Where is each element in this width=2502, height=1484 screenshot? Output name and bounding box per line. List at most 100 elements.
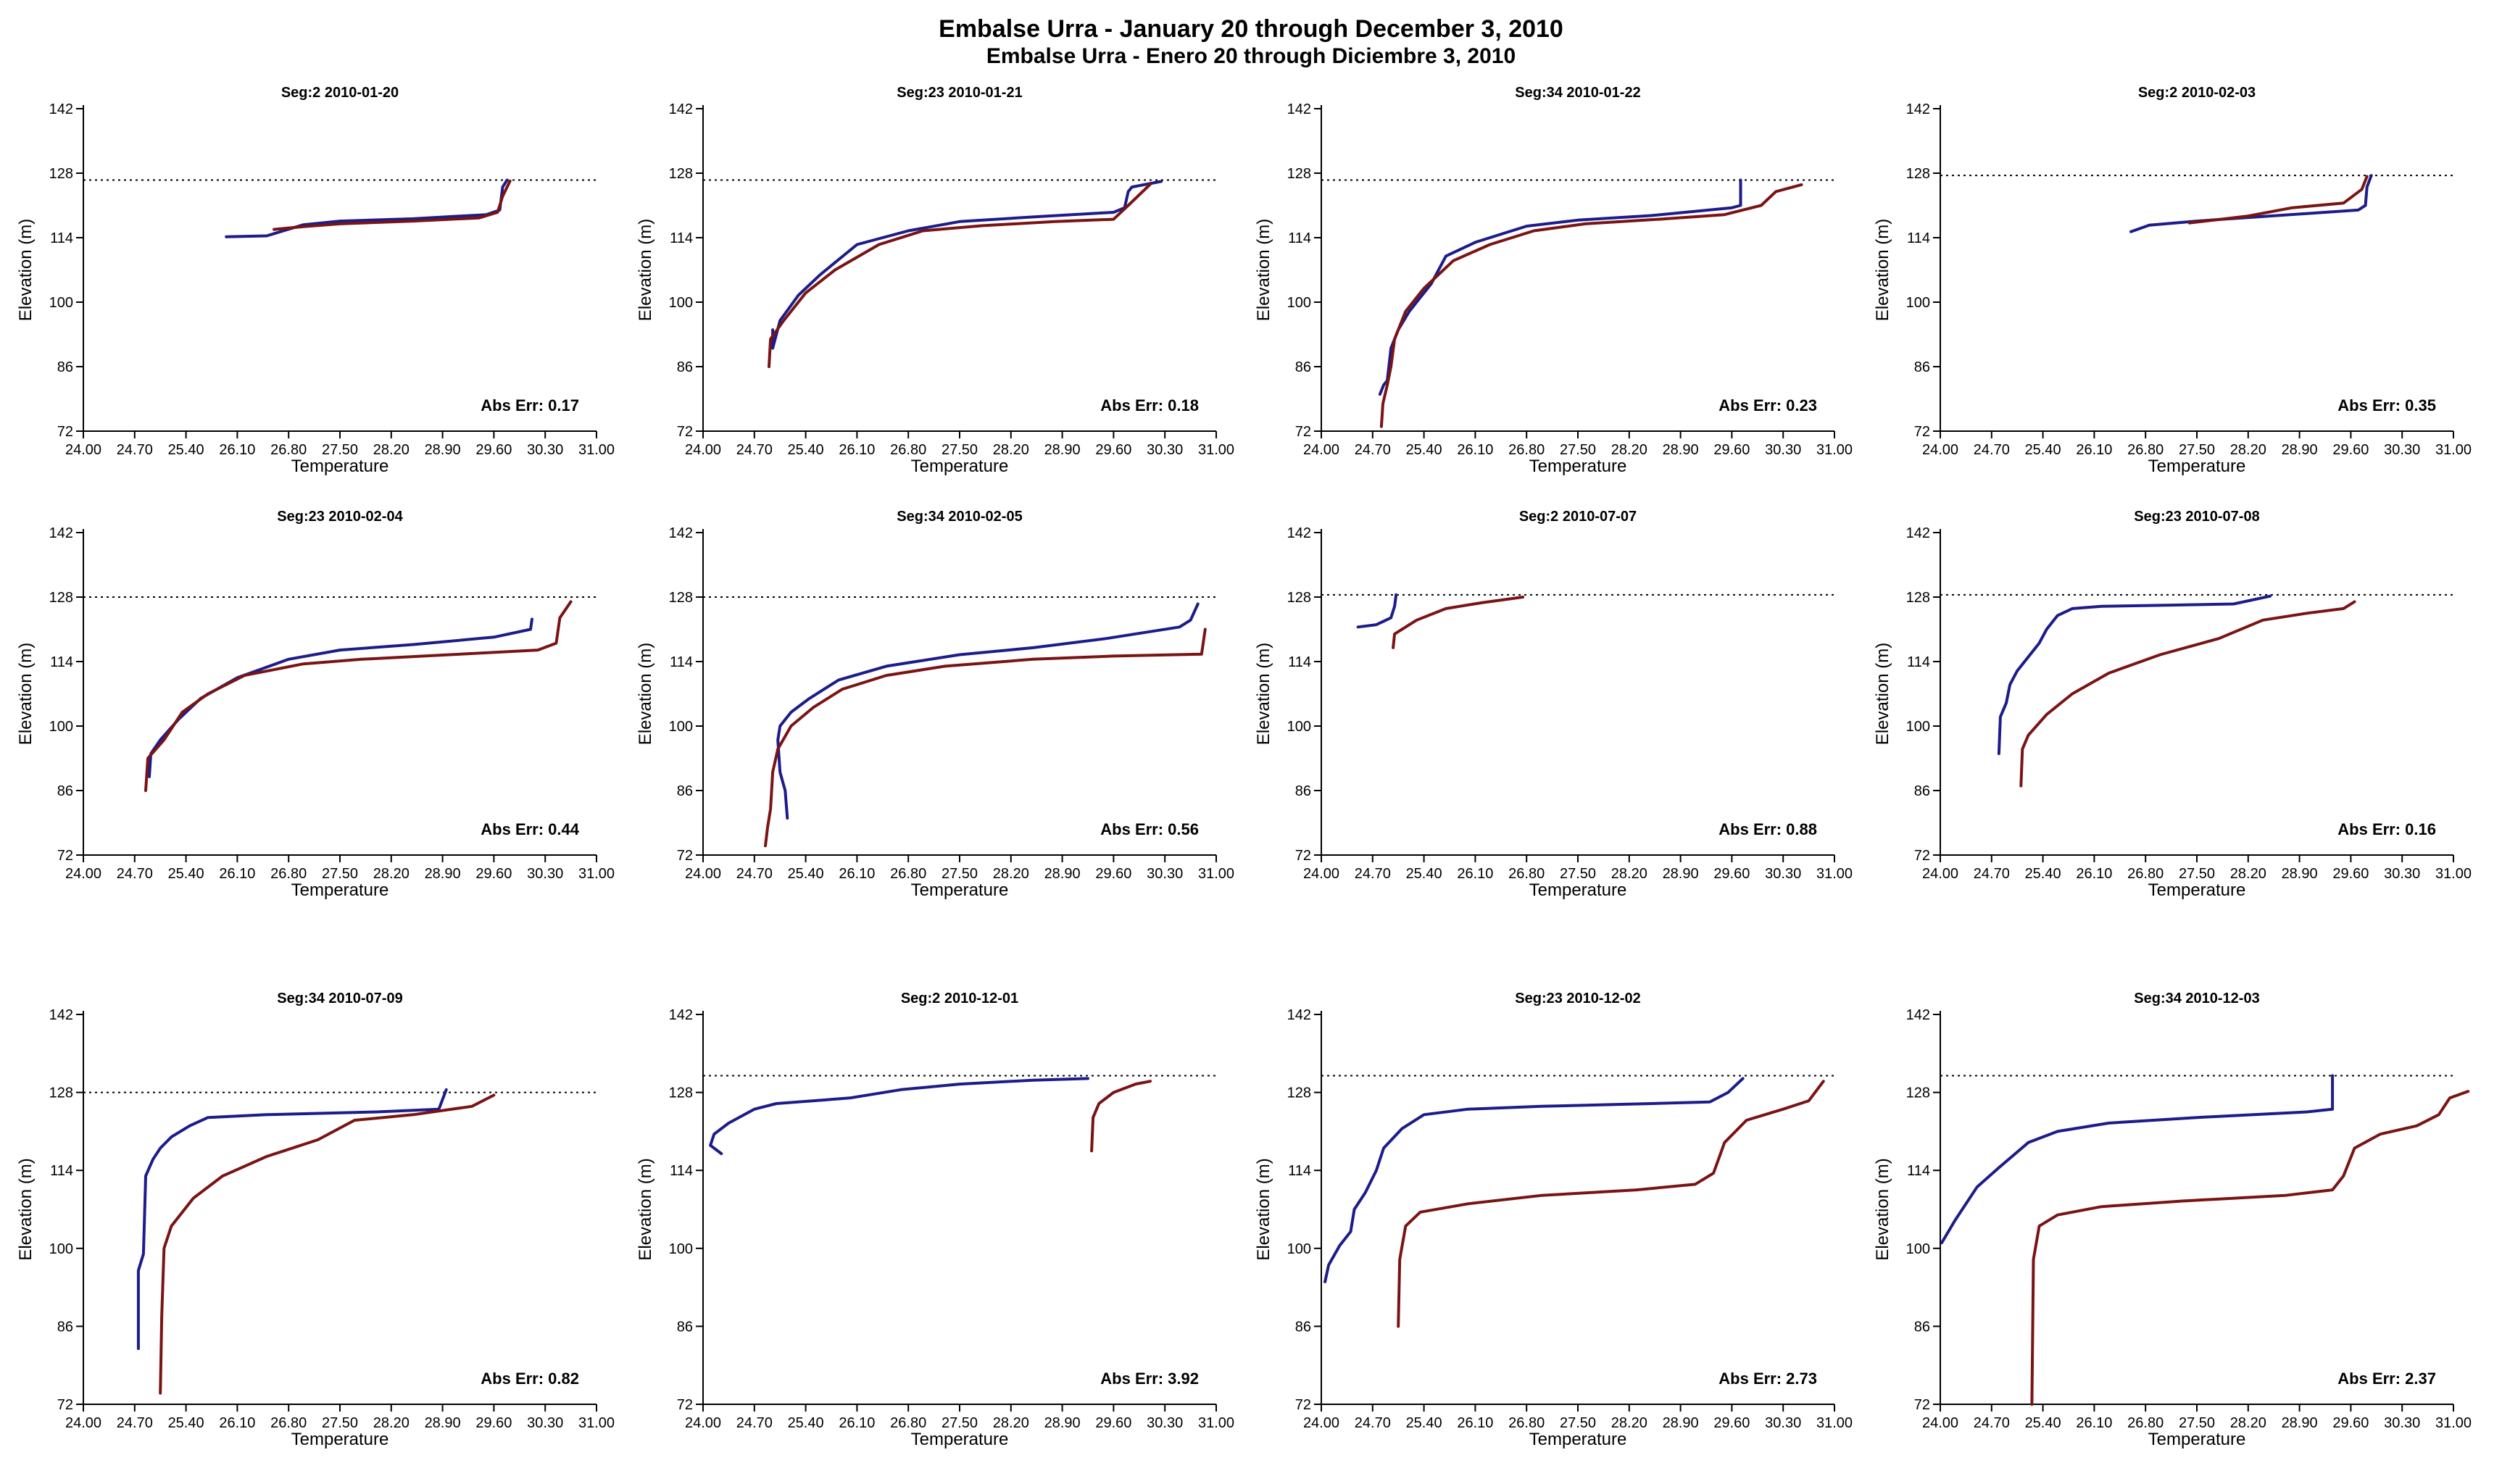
x-tick-label: 29.60 <box>2332 866 2369 882</box>
y-tick-label: 72 <box>1295 1397 1311 1413</box>
y-axis-label: Elevation (m) <box>1254 219 1273 321</box>
y-tick-label: 86 <box>57 359 73 375</box>
y-axis-label: Elevation (m) <box>16 643 36 745</box>
observed-series-line <box>225 178 509 238</box>
observed-series-line <box>1940 1074 2335 1245</box>
x-tick-label: 28.90 <box>2282 1415 2318 1431</box>
x-tick-label: 29.60 <box>1095 442 1131 458</box>
x-tick-label: 30.30 <box>2384 1415 2420 1431</box>
figure-subtitle: Embalse Urra - Enero 20 through Diciembr… <box>986 44 1516 68</box>
x-tick-label: 24.00 <box>685 866 721 882</box>
chart-title: Seg:34 2010-12-03 <box>2134 991 2259 1006</box>
x-axis-label: Temperature <box>1529 457 1627 476</box>
x-tick-label: 30.30 <box>1147 866 1183 882</box>
y-tick-label: 100 <box>49 1241 73 1257</box>
y-tick-label: 142 <box>49 101 73 117</box>
x-tick-label: 24.70 <box>736 1415 773 1431</box>
y-tick-label: 142 <box>669 101 693 117</box>
simulated-series-line <box>1397 1080 1825 1328</box>
y-tick-label: 114 <box>50 230 73 246</box>
x-tick-label: 29.60 <box>475 866 512 882</box>
x-tick-label: 24.70 <box>1355 866 1391 882</box>
simulated-series-line <box>768 183 1152 368</box>
x-tick-label: 24.00 <box>685 1415 721 1431</box>
y-tick-label: 100 <box>49 719 73 735</box>
x-tick-label: 26.80 <box>1508 442 1545 458</box>
x-tick-label: 24.00 <box>685 442 721 458</box>
x-tick-label: 24.00 <box>1303 1415 1339 1431</box>
chart-title: Seg:2 2010-01-20 <box>281 85 399 101</box>
y-axis-label: Elevation (m) <box>1873 643 1892 745</box>
simulated-series-line <box>2019 600 2356 788</box>
y-tick-label: 128 <box>1287 590 1311 606</box>
x-tick-label: 24.00 <box>1303 866 1339 882</box>
y-tick-label: 128 <box>669 166 693 182</box>
x-axis-label: Temperature <box>2148 457 2246 476</box>
y-tick-label: 86 <box>57 783 73 799</box>
abs-err-label: Abs Err: 0.18 <box>1100 396 1199 414</box>
y-axis-label: Elevation (m) <box>636 219 655 321</box>
observed-series-line <box>136 1088 448 1351</box>
x-tick-label: 28.20 <box>2230 442 2266 458</box>
x-tick-label: 25.40 <box>1406 442 1442 458</box>
y-tick-label: 114 <box>1288 1163 1311 1179</box>
y-tick-label: 100 <box>1906 295 1930 311</box>
observed-series-line <box>1323 1077 1745 1283</box>
y-tick-label: 128 <box>1906 1085 1930 1101</box>
x-tick-label: 28.90 <box>1663 442 1699 458</box>
y-tick-label: 142 <box>1287 525 1311 541</box>
x-tick-label: 24.70 <box>1974 866 2010 882</box>
x-tick-label: 29.60 <box>1713 866 1750 882</box>
simulated-series-line <box>1392 596 1525 649</box>
x-axis-label: Temperature <box>291 1430 389 1449</box>
y-tick-label: 114 <box>670 654 693 670</box>
x-tick-label: 26.80 <box>270 866 307 882</box>
abs-err-label: Abs Err: 0.88 <box>1718 820 1817 838</box>
y-axis-label: Elevation (m) <box>636 1158 655 1260</box>
x-tick-label: 24.70 <box>736 442 773 458</box>
y-tick-label: 72 <box>1295 424 1311 440</box>
y-tick-label: 100 <box>669 295 693 311</box>
abs-err-label: Abs Err: 0.44 <box>481 820 579 838</box>
y-tick-label: 72 <box>1914 848 1930 864</box>
x-tick-label: 31.00 <box>578 1415 615 1431</box>
figure-title: Embalse Urra - January 20 through Decemb… <box>939 15 1563 43</box>
y-tick-label: 86 <box>1295 783 1311 799</box>
y-tick-label: 72 <box>1295 848 1311 864</box>
chart-panel: Seg:34 2010-02-05 72 86 100 114 128 142 24.00 24… <box>636 509 1234 900</box>
observed-series-line <box>2129 174 2373 233</box>
x-tick-label: 27.50 <box>1560 866 1596 882</box>
y-tick-label: 72 <box>677 424 693 440</box>
chart-title: Seg:2 2010-07-07 <box>1519 509 1637 525</box>
x-tick-label: 26.10 <box>839 866 875 882</box>
x-tick-label: 28.20 <box>993 1415 1029 1431</box>
x-tick-label: 26.80 <box>890 866 926 882</box>
y-tick-label: 128 <box>669 590 693 606</box>
x-tick-label: 27.50 <box>1560 1415 1596 1431</box>
x-tick-label: 30.30 <box>1765 866 1801 882</box>
x-axis-label: Temperature <box>291 457 389 476</box>
x-tick-label: 31.00 <box>2435 866 2472 882</box>
x-tick-label: 24.00 <box>65 1415 101 1431</box>
x-tick-label: 26.10 <box>839 1415 875 1431</box>
observed-series-line <box>1378 178 1742 396</box>
y-tick-label: 114 <box>50 1163 73 1179</box>
x-tick-label: 26.10 <box>839 442 875 458</box>
chart-panel: Seg:34 2010-12-03 72 86 100 114 128 142 24.00 24… <box>1873 991 2472 1449</box>
abs-err-label: Abs Err: 0.23 <box>1718 396 1817 414</box>
x-tick-label: 24.70 <box>117 442 153 458</box>
y-tick-label: 100 <box>49 295 73 311</box>
x-tick-label: 31.00 <box>578 866 615 882</box>
x-tick-label: 24.00 <box>65 866 101 882</box>
simulated-series-line <box>273 179 512 231</box>
x-tick-label: 24.00 <box>1303 442 1339 458</box>
y-tick-label: 86 <box>677 783 693 799</box>
x-tick-label: 31.00 <box>1198 442 1234 458</box>
x-tick-label: 26.10 <box>219 442 255 458</box>
chart-title: Seg:2 2010-02-03 <box>2138 85 2256 101</box>
x-tick-label: 25.40 <box>788 442 824 458</box>
chart-panel: Seg:23 2010-02-04 72 86 100 114 128 142 24.00 24… <box>16 509 615 900</box>
chart-panel: Seg:2 2010-02-03 72 86 100 114 128 142 24.00 24.… <box>1873 85 2472 476</box>
simulated-series-line <box>159 1093 496 1395</box>
y-tick-label: 72 <box>677 1397 693 1413</box>
